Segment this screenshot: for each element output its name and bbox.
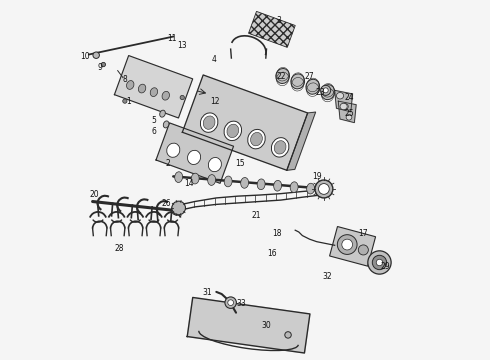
Ellipse shape xyxy=(188,150,200,165)
Ellipse shape xyxy=(138,84,146,93)
Text: 4: 4 xyxy=(212,55,217,64)
Ellipse shape xyxy=(368,251,391,274)
Text: 23: 23 xyxy=(316,87,325,96)
Polygon shape xyxy=(330,226,375,266)
Text: 28: 28 xyxy=(115,244,124,253)
Text: 3: 3 xyxy=(277,16,282,25)
Polygon shape xyxy=(287,112,316,170)
Ellipse shape xyxy=(200,113,218,132)
Ellipse shape xyxy=(321,85,335,100)
Text: 1: 1 xyxy=(126,96,131,105)
Ellipse shape xyxy=(274,180,282,191)
Ellipse shape xyxy=(274,141,286,154)
Text: 25: 25 xyxy=(344,109,354,118)
Polygon shape xyxy=(187,297,310,353)
Ellipse shape xyxy=(250,132,262,146)
Text: 21: 21 xyxy=(251,211,261,220)
Text: 13: 13 xyxy=(177,41,187,50)
Ellipse shape xyxy=(203,116,215,129)
Text: 8: 8 xyxy=(122,75,127,84)
Ellipse shape xyxy=(150,88,158,96)
Text: 5: 5 xyxy=(151,116,156,125)
Text: 29: 29 xyxy=(380,262,390,271)
Ellipse shape xyxy=(290,182,298,193)
Text: 6: 6 xyxy=(151,127,156,136)
Ellipse shape xyxy=(208,157,221,172)
Text: 15: 15 xyxy=(235,159,245,168)
Text: 10: 10 xyxy=(81,52,90,61)
Text: 30: 30 xyxy=(262,321,271,330)
Ellipse shape xyxy=(163,121,169,128)
Ellipse shape xyxy=(101,62,105,67)
Ellipse shape xyxy=(225,297,236,309)
Text: 12: 12 xyxy=(210,96,219,105)
Ellipse shape xyxy=(248,129,265,149)
Ellipse shape xyxy=(318,184,329,194)
Ellipse shape xyxy=(376,259,383,266)
Polygon shape xyxy=(115,55,193,118)
Ellipse shape xyxy=(180,95,184,100)
Ellipse shape xyxy=(306,79,319,94)
Text: 17: 17 xyxy=(359,229,368,238)
Text: 2: 2 xyxy=(166,159,170,168)
Ellipse shape xyxy=(337,93,343,99)
Ellipse shape xyxy=(175,172,183,183)
Ellipse shape xyxy=(257,179,265,190)
Ellipse shape xyxy=(343,104,348,109)
Ellipse shape xyxy=(172,204,182,215)
Text: 9: 9 xyxy=(98,63,102,72)
Ellipse shape xyxy=(285,332,291,338)
Polygon shape xyxy=(335,90,353,112)
Ellipse shape xyxy=(191,173,199,184)
Ellipse shape xyxy=(291,74,305,89)
Ellipse shape xyxy=(315,180,333,198)
Ellipse shape xyxy=(323,88,328,93)
Text: 33: 33 xyxy=(237,299,246,308)
Polygon shape xyxy=(182,75,308,170)
Text: 16: 16 xyxy=(267,249,277,258)
Ellipse shape xyxy=(346,114,352,120)
Text: 24: 24 xyxy=(344,93,354,102)
Ellipse shape xyxy=(227,124,239,138)
Ellipse shape xyxy=(167,143,180,157)
Text: 20: 20 xyxy=(90,190,99,199)
Ellipse shape xyxy=(271,138,289,157)
Text: 22: 22 xyxy=(276,72,286,81)
Ellipse shape xyxy=(162,91,170,100)
Ellipse shape xyxy=(224,121,242,141)
Ellipse shape xyxy=(93,52,99,58)
Ellipse shape xyxy=(126,81,134,89)
Ellipse shape xyxy=(340,103,347,110)
Text: 31: 31 xyxy=(202,288,212,297)
Text: 32: 32 xyxy=(323,272,332,281)
Ellipse shape xyxy=(224,176,232,187)
Ellipse shape xyxy=(342,239,353,250)
Ellipse shape xyxy=(172,201,186,215)
Text: 26: 26 xyxy=(161,199,171,208)
Polygon shape xyxy=(248,12,295,48)
Ellipse shape xyxy=(241,177,248,188)
Ellipse shape xyxy=(160,110,165,117)
Polygon shape xyxy=(156,123,234,183)
Ellipse shape xyxy=(122,99,127,103)
Ellipse shape xyxy=(276,68,290,84)
Text: 18: 18 xyxy=(272,229,282,238)
Text: 19: 19 xyxy=(312,172,321,181)
Text: 27: 27 xyxy=(305,72,315,81)
Ellipse shape xyxy=(337,235,357,255)
Text: 11: 11 xyxy=(167,34,176,43)
Ellipse shape xyxy=(372,255,387,270)
Ellipse shape xyxy=(307,183,315,194)
Polygon shape xyxy=(338,101,356,123)
Text: 14: 14 xyxy=(185,179,194,188)
Ellipse shape xyxy=(208,175,216,185)
Ellipse shape xyxy=(320,85,331,95)
Ellipse shape xyxy=(358,245,368,255)
Ellipse shape xyxy=(228,300,234,306)
